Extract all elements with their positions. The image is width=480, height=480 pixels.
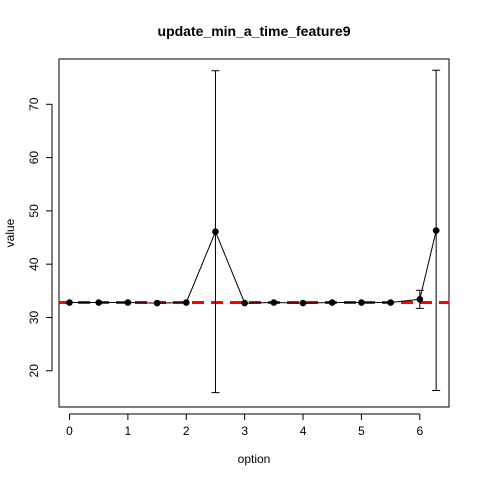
x-tick-label-5: 5 [358, 424, 365, 438]
data-point-2 [124, 299, 132, 306]
data-point-7 [270, 299, 278, 306]
data-point-10 [358, 299, 365, 306]
data-point-6 [241, 299, 248, 307]
data-point-4 [182, 299, 190, 306]
data-point-9 [328, 299, 336, 306]
x-tick-label-3: 3 [241, 424, 248, 438]
data-point-1 [95, 299, 103, 306]
data-point-13 [432, 227, 440, 234]
x-tick-label-0: 0 [66, 424, 73, 438]
series-line-0 [69, 230, 437, 304]
y-tick-label-3: 50 [27, 204, 41, 218]
x-axis-label: option [238, 452, 271, 466]
chart-title: update_min_a_time_feature9 [158, 23, 351, 39]
y-axis-label: value [3, 218, 17, 247]
plot-frame [58, 58, 450, 408]
data-point-0 [66, 299, 73, 306]
y-tick-label-5: 70 [27, 97, 41, 111]
x-tick-label-2: 2 [183, 424, 190, 438]
plot-marks: 0 1 2 3 4 5 6 20 30 40 50 60 70 [27, 69, 449, 438]
y-tick-label-0: 20 [27, 364, 41, 378]
x-tick-label-1: 1 [125, 424, 132, 438]
x-tick-label-6: 6 [416, 424, 423, 438]
data-point-8 [299, 299, 307, 307]
data-point-11 [387, 299, 394, 306]
data-point-3 [153, 299, 161, 307]
y-tick-label-1: 30 [27, 310, 41, 324]
data-point-5 [212, 228, 219, 235]
data-point-12 [416, 296, 424, 303]
x-tick-label-4: 4 [300, 424, 307, 438]
y-tick-label-2: 40 [27, 257, 41, 271]
y-tick-label-4: 60 [27, 151, 41, 165]
